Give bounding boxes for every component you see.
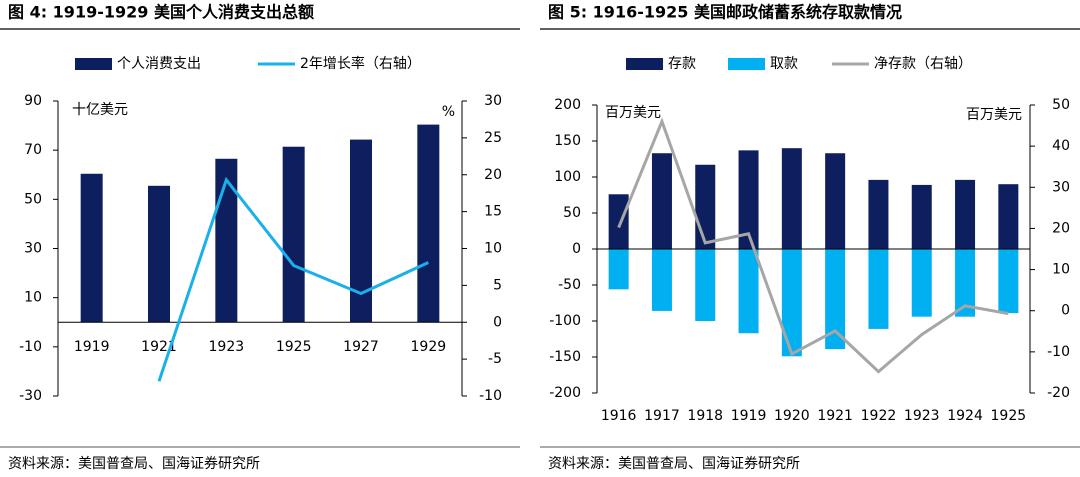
y2-tick-label: 20: [484, 167, 502, 183]
bar: [738, 249, 759, 334]
x-tick-label: 1919: [731, 408, 767, 424]
bar: [998, 184, 1019, 249]
chart-title: 图 5: 1916-1925 美国邮政储蓄系统存取款情况: [548, 3, 902, 22]
x-tick-label: 1923: [209, 339, 245, 355]
y2-tick-label: 20: [1052, 220, 1070, 236]
x-tick-label: 1927: [343, 339, 379, 355]
x-tick-label: 1925: [991, 408, 1027, 424]
y-tick-label: 70: [24, 142, 42, 158]
y2-tick-label: -10: [1047, 344, 1070, 360]
x-tick-label: 1925: [276, 339, 312, 355]
y2-tick-label: 30: [484, 93, 502, 109]
bar: [608, 194, 629, 249]
y2-tick-label: 25: [484, 130, 502, 146]
x-tick-label: 1919: [74, 339, 110, 355]
bar: [911, 184, 932, 249]
bar: [417, 124, 440, 323]
bar: [738, 150, 759, 249]
y2-tick-label: -5: [488, 351, 502, 367]
bar: [651, 153, 672, 249]
x-tick-label: 1922: [861, 408, 897, 424]
bar: [998, 249, 1019, 314]
bar: [651, 249, 672, 311]
legend-swatch: [728, 58, 765, 70]
y-tick-label: 50: [24, 191, 42, 207]
y-tick-label: -100: [549, 313, 581, 329]
bar: [911, 249, 932, 317]
bar: [868, 249, 889, 329]
y2-tick-label: 15: [484, 204, 502, 220]
bar: [350, 139, 372, 323]
y-unit: 百万美元: [605, 105, 661, 121]
bar: [868, 179, 889, 249]
line-series: [617, 117, 1009, 374]
bar: [608, 249, 629, 290]
x-tick-label: 1923: [904, 408, 940, 424]
legend-label: 净存款（右轴）: [874, 56, 972, 72]
chart-title: 图 4: 1919-1929 美国个人消费支出总额: [8, 3, 314, 22]
legend-label: 2年增长率（右轴）: [300, 55, 421, 72]
y-tick-label: -200: [549, 385, 581, 401]
y-tick-label: -10: [19, 339, 42, 355]
bar: [825, 153, 846, 249]
legend-label: 取款: [770, 56, 798, 72]
y-tick-label: -50: [558, 277, 581, 293]
legend-label: 个人消费支出: [117, 56, 201, 72]
y-tick-label: 200: [554, 97, 581, 113]
x-tick-label: 1920: [774, 408, 810, 424]
y-tick-label: -30: [19, 388, 42, 404]
x-tick-label: 1918: [687, 408, 723, 424]
bar: [80, 173, 103, 323]
y2-tick-label: 30: [1052, 179, 1070, 195]
bar: [955, 179, 976, 249]
bar: [781, 249, 802, 357]
bar: [825, 249, 846, 350]
legend-label: 存款: [668, 56, 696, 72]
y2-tick-label: -10: [479, 388, 502, 404]
y2-unit: 百万美元: [966, 107, 1022, 123]
legend-swatch: [626, 58, 663, 70]
y2-tick-label: 5: [493, 277, 502, 293]
x-tick-label: 1917: [644, 408, 680, 424]
legend-swatch: [75, 58, 112, 70]
x-tick-label: 1924: [947, 408, 983, 424]
y-tick-label: 90: [24, 93, 42, 109]
x-tick-label: 1921: [817, 408, 853, 424]
y-tick-label: 10: [24, 290, 42, 306]
y2-tick-label: 40: [1052, 138, 1070, 154]
y-tick-label: -150: [549, 349, 581, 365]
y-tick-label: 150: [554, 133, 581, 149]
y2-unit: %: [442, 104, 455, 120]
y2-tick-label: 50: [1052, 97, 1070, 113]
source-note: 资料来源：美国普查局、国海证券研究所: [548, 456, 800, 472]
bar: [695, 249, 716, 321]
y-tick-label: 100: [554, 169, 581, 185]
source-note: 资料来源：美国普查局、国海证券研究所: [8, 456, 260, 472]
bar: [282, 146, 305, 323]
y2-tick-label: 10: [484, 241, 502, 257]
line-series: [157, 176, 429, 382]
y-unit: 十亿美元: [72, 102, 128, 118]
y2-tick-label: 0: [1061, 303, 1070, 319]
y2-tick-label: 10: [1052, 262, 1070, 278]
y2-tick-label: -20: [1047, 385, 1070, 401]
bar: [695, 164, 716, 249]
x-tick-label: 1929: [411, 339, 447, 355]
bar: [955, 249, 976, 317]
bar: [781, 148, 802, 249]
y-tick-label: 50: [563, 205, 581, 221]
bar: [148, 185, 170, 323]
x-tick-label: 1916: [601, 408, 637, 424]
y2-tick-label: 0: [493, 314, 502, 330]
y-tick-label: 30: [24, 241, 42, 257]
y-tick-label: 0: [572, 241, 581, 257]
